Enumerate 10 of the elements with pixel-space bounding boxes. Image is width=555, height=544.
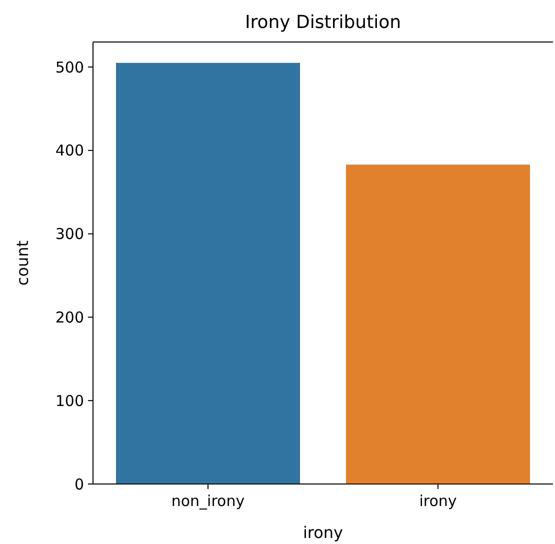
chart-title: Irony Distribution (244, 12, 402, 33)
y-tick-label: 500 (55, 58, 84, 76)
y-tick-label: 200 (55, 308, 84, 326)
y-tick-label: 300 (55, 225, 84, 244)
x-axis-title: irony (302, 523, 344, 542)
y-axis-title: count (13, 240, 32, 286)
y-tick-label: 0 (74, 475, 84, 494)
y-tick-label: 400 (55, 142, 84, 160)
y-tick-label: 100 (55, 392, 84, 410)
x-tick-label: non_irony (171, 492, 245, 510)
